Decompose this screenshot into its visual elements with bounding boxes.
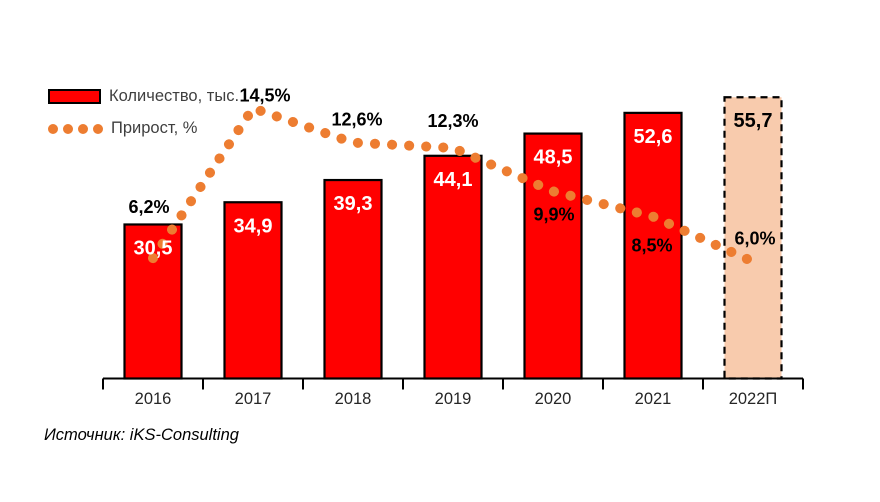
growth-label-2017: 14,5% bbox=[239, 85, 290, 105]
bar-2021[interactable] bbox=[623, 111, 683, 380]
growth-label-2016: 6,2% bbox=[128, 197, 169, 217]
bar-value-label-2017: 34,9 bbox=[234, 215, 273, 237]
bar-2022П[interactable] bbox=[723, 96, 783, 380]
growth-label-2022П: 6,0% bbox=[734, 229, 775, 249]
dot-icon bbox=[78, 123, 88, 134]
bar-2020[interactable] bbox=[523, 132, 583, 380]
x-tick-label-2020: 2020 bbox=[535, 390, 572, 408]
bar-value-label-2021: 52,6 bbox=[634, 126, 673, 148]
dot-icon bbox=[93, 123, 103, 134]
x-tick-label-2018: 2018 bbox=[335, 390, 372, 408]
growth-line[interactable] bbox=[148, 102, 758, 267]
bar-2019[interactable] bbox=[423, 154, 483, 380]
dot-icon bbox=[48, 123, 58, 134]
bar-value-label-2022П: 55,7 bbox=[734, 110, 773, 132]
growth-label-2019: 12,3% bbox=[427, 111, 478, 131]
x-tick-label-2022П: 2022П bbox=[729, 390, 778, 408]
legend-item-quantity[interactable]: Количество, тыс. bbox=[48, 87, 239, 106]
legend: Количество, тыс. Прирост, % bbox=[48, 87, 239, 138]
bar-value-label-2020: 48,5 bbox=[534, 147, 573, 169]
bar-series-swatch bbox=[48, 89, 101, 104]
bar-2016[interactable] bbox=[123, 223, 183, 380]
x-tick-label-2016: 2016 bbox=[135, 390, 172, 408]
legend-item-growth[interactable]: Прирост, % bbox=[48, 119, 239, 138]
bar-value-label-2019: 44,1 bbox=[434, 169, 473, 191]
dot-icon bbox=[63, 123, 73, 134]
bar-value-label-2016: 30,5 bbox=[134, 237, 173, 259]
legend-growth-label: Прирост, % bbox=[111, 119, 198, 137]
bar-value-label-2018: 39,3 bbox=[334, 193, 373, 215]
bar-2017[interactable] bbox=[223, 201, 283, 380]
x-tick-label-2021: 2021 bbox=[635, 390, 672, 408]
x-tick-label-2019: 2019 bbox=[435, 390, 472, 408]
source-note: Источник: iKS-Consulting bbox=[44, 426, 239, 444]
growth-label-2020: 9,9% bbox=[533, 204, 574, 224]
growth-label-2021: 8,5% bbox=[631, 236, 672, 256]
growth-label-2018: 12,6% bbox=[331, 110, 382, 130]
line-series-swatch bbox=[48, 123, 103, 134]
legend-quantity-label: Количество, тыс. bbox=[109, 87, 240, 105]
x-tick-label-2017: 2017 bbox=[235, 390, 272, 408]
